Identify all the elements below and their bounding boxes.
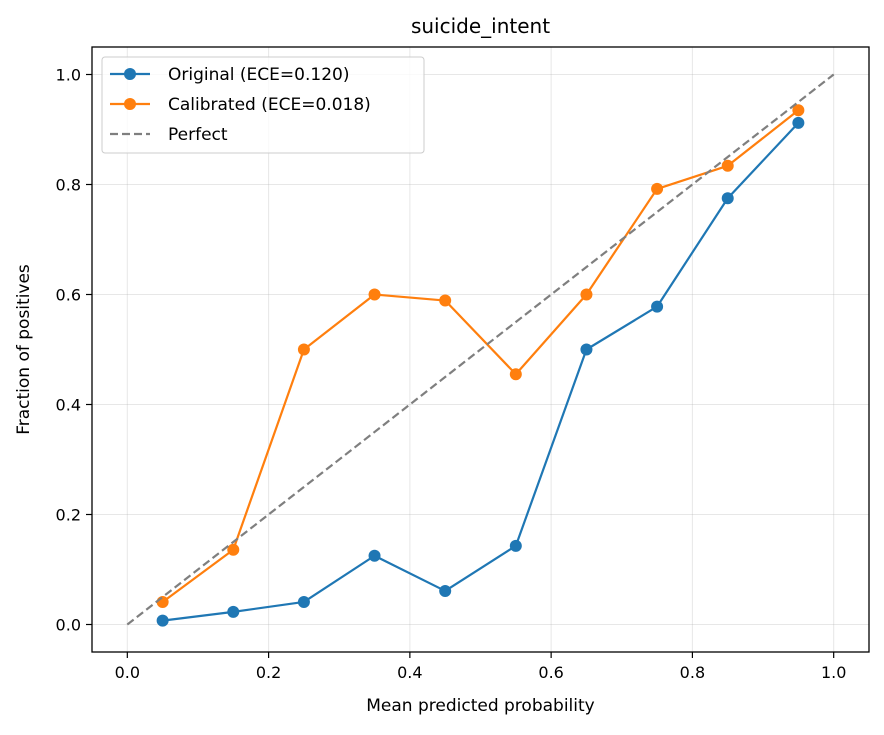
data-point-calibrated xyxy=(439,294,452,307)
data-point-calibrated xyxy=(297,343,310,356)
data-point-original xyxy=(156,614,169,627)
data-point-calibrated xyxy=(156,595,169,608)
data-point-calibrated xyxy=(721,159,734,172)
plot-frame xyxy=(91,46,870,653)
data-point-calibrated xyxy=(580,288,593,301)
data-point-original xyxy=(651,300,664,313)
legend-label-perfect: Perfect xyxy=(168,125,228,145)
x-tick-label: 0.8 xyxy=(680,663,705,682)
x-tick-label: 1.0 xyxy=(821,663,846,682)
data-point-calibrated xyxy=(509,368,522,381)
legend-label-original: Original (ECE=0.120) xyxy=(168,65,349,85)
legend-marker-original xyxy=(124,68,136,80)
legend-entry-calibrated: Calibrated (ECE=0.018) xyxy=(110,95,371,115)
data-point-calibrated xyxy=(368,288,381,301)
y-tick-label: 0.8 xyxy=(56,176,81,195)
series-line-original xyxy=(162,122,800,622)
x-axis-label: Mean predicted probability xyxy=(366,696,594,716)
x-tick-label: 0.2 xyxy=(256,663,281,682)
data-point-original xyxy=(721,192,734,205)
data-point-original xyxy=(509,539,522,552)
x-tick-label: 0.6 xyxy=(538,663,563,682)
series-line-calibrated xyxy=(161,109,800,603)
data-point-calibrated xyxy=(792,104,805,117)
y-tick-label: 0.2 xyxy=(56,506,81,525)
data-point-calibrated xyxy=(227,543,240,556)
chart-title: suicide_intent xyxy=(411,14,550,38)
legend-label-calibrated: Calibrated (ECE=0.018) xyxy=(168,95,371,115)
data-point-calibrated xyxy=(651,182,664,195)
x-tick-label: 0.0 xyxy=(115,663,140,682)
data-point-original xyxy=(439,584,452,597)
y-axis-label: Fraction of positives xyxy=(14,264,34,435)
axis-ticks: 0.0 0.2 0.4 0.6 0.8 1.0 0.0 0.2 0.4 0.6 0.8 1.0 xyxy=(56,66,847,683)
x-tick-label: 0.4 xyxy=(397,663,422,682)
data-point-original xyxy=(368,549,381,562)
data-point-original xyxy=(792,116,805,129)
legend-entry-original: Original (ECE=0.120) xyxy=(110,65,349,85)
data-point-original xyxy=(580,343,593,356)
legend: Original (ECE=0.120) Calibrated (ECE=0.0… xyxy=(101,56,425,154)
legend-box xyxy=(101,56,425,154)
y-tick-label: 0.4 xyxy=(56,396,81,415)
y-tick-label: 0.6 xyxy=(56,286,81,305)
series-line-perfect xyxy=(126,73,835,626)
y-tick-label: 0.0 xyxy=(56,616,81,635)
data-point-original xyxy=(297,595,310,608)
legend-marker-calibrated xyxy=(124,98,136,110)
y-tick-label: 1.0 xyxy=(56,66,81,85)
series-layer xyxy=(126,73,835,627)
data-point-original xyxy=(227,605,240,618)
legend-entry-perfect: Perfect xyxy=(110,125,228,145)
